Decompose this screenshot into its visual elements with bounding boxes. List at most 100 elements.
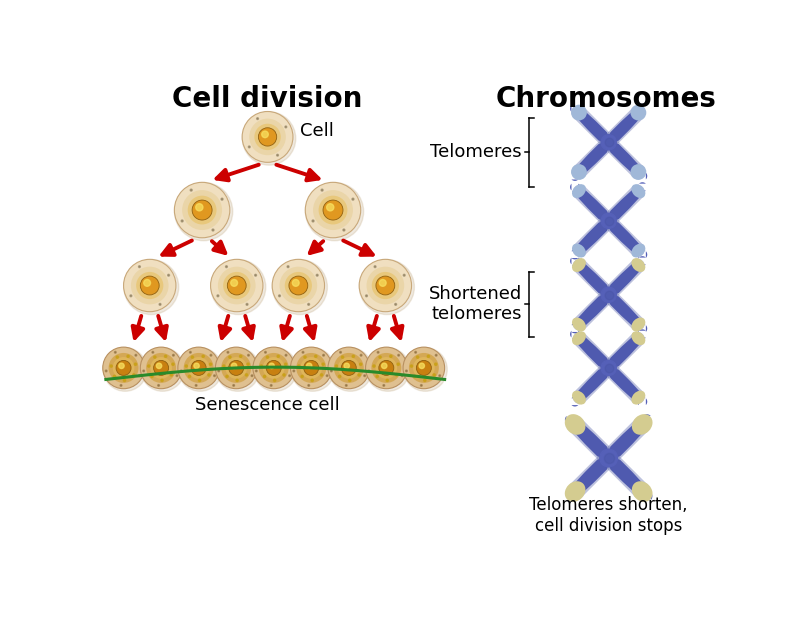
Circle shape	[150, 357, 172, 378]
Circle shape	[279, 267, 317, 304]
Circle shape	[306, 363, 312, 368]
Circle shape	[395, 374, 398, 376]
Circle shape	[116, 360, 131, 375]
Circle shape	[316, 275, 318, 276]
Circle shape	[311, 379, 314, 382]
Circle shape	[233, 385, 234, 386]
Circle shape	[342, 360, 356, 375]
Circle shape	[435, 354, 437, 356]
Circle shape	[289, 375, 290, 377]
Circle shape	[109, 353, 138, 383]
Circle shape	[254, 347, 297, 391]
Circle shape	[202, 355, 204, 358]
Circle shape	[247, 363, 250, 365]
Circle shape	[302, 351, 304, 353]
Circle shape	[343, 229, 345, 231]
Circle shape	[116, 356, 118, 358]
Circle shape	[269, 363, 274, 368]
Circle shape	[190, 189, 192, 191]
Circle shape	[338, 357, 359, 378]
Circle shape	[366, 347, 407, 389]
Circle shape	[130, 295, 132, 297]
Circle shape	[328, 347, 370, 389]
Circle shape	[113, 357, 134, 378]
Circle shape	[133, 374, 135, 376]
Ellipse shape	[631, 184, 646, 198]
Circle shape	[168, 275, 170, 276]
Circle shape	[218, 267, 255, 304]
Polygon shape	[566, 456, 610, 501]
Circle shape	[194, 363, 199, 368]
Circle shape	[304, 356, 306, 358]
Circle shape	[127, 355, 130, 358]
Circle shape	[306, 183, 361, 238]
Text: Shortened
telomeres: Shortened telomeres	[429, 285, 522, 323]
Text: Cell: Cell	[300, 122, 334, 139]
Circle shape	[421, 385, 422, 386]
Circle shape	[424, 379, 426, 382]
Circle shape	[308, 385, 310, 386]
Circle shape	[255, 370, 257, 372]
Circle shape	[191, 356, 194, 358]
Polygon shape	[570, 184, 610, 223]
Circle shape	[138, 266, 140, 268]
Circle shape	[371, 353, 402, 383]
Circle shape	[146, 353, 176, 383]
Circle shape	[148, 365, 150, 367]
Circle shape	[373, 365, 375, 367]
Circle shape	[138, 375, 140, 377]
Circle shape	[314, 355, 317, 358]
Circle shape	[118, 363, 124, 368]
Circle shape	[196, 204, 203, 211]
Ellipse shape	[565, 481, 586, 502]
Circle shape	[102, 347, 144, 389]
Circle shape	[172, 363, 174, 365]
Circle shape	[340, 351, 342, 353]
Circle shape	[403, 347, 445, 389]
Circle shape	[376, 276, 394, 295]
Circle shape	[248, 354, 250, 356]
Circle shape	[383, 385, 385, 386]
Circle shape	[152, 351, 154, 353]
Circle shape	[134, 363, 137, 365]
Circle shape	[290, 347, 332, 389]
Circle shape	[416, 360, 431, 375]
Circle shape	[326, 204, 334, 211]
Ellipse shape	[572, 391, 586, 404]
Circle shape	[272, 259, 325, 312]
Circle shape	[329, 347, 372, 391]
Circle shape	[173, 354, 174, 356]
Polygon shape	[607, 329, 646, 370]
Circle shape	[210, 354, 212, 356]
Circle shape	[216, 347, 259, 391]
Ellipse shape	[631, 243, 646, 257]
Circle shape	[227, 276, 246, 295]
Circle shape	[285, 363, 286, 365]
Circle shape	[210, 259, 263, 312]
Polygon shape	[570, 105, 610, 144]
Circle shape	[254, 275, 257, 276]
Circle shape	[218, 370, 219, 372]
Circle shape	[114, 351, 116, 353]
Circle shape	[176, 375, 178, 377]
Polygon shape	[607, 104, 646, 144]
Circle shape	[308, 304, 310, 306]
Circle shape	[601, 134, 616, 150]
Circle shape	[226, 357, 247, 378]
Circle shape	[246, 304, 248, 306]
Circle shape	[379, 280, 386, 287]
Circle shape	[170, 374, 173, 376]
Circle shape	[263, 375, 266, 377]
Circle shape	[158, 385, 159, 386]
Circle shape	[248, 146, 250, 148]
Circle shape	[285, 272, 312, 299]
Circle shape	[144, 280, 150, 287]
Circle shape	[313, 190, 353, 230]
Circle shape	[359, 259, 411, 312]
Circle shape	[366, 295, 367, 297]
Circle shape	[123, 379, 126, 382]
Ellipse shape	[630, 164, 646, 180]
Circle shape	[154, 356, 156, 358]
Circle shape	[188, 196, 217, 224]
Circle shape	[136, 272, 163, 299]
